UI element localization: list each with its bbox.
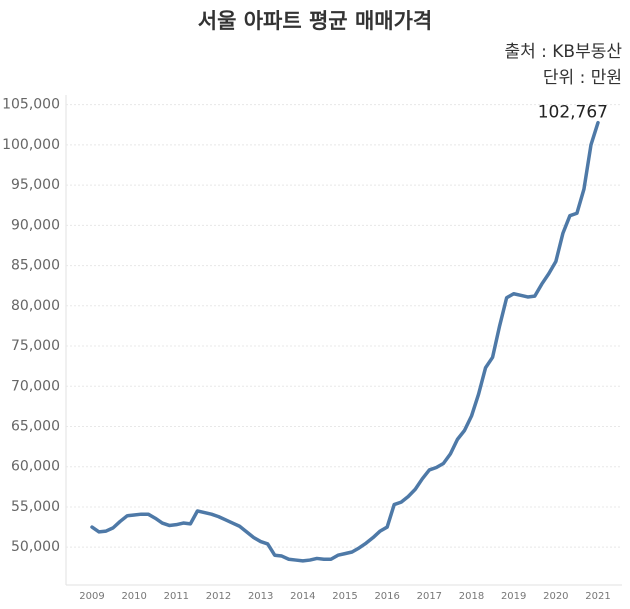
- y-tick-label: 65,000: [11, 418, 60, 434]
- y-tick-label: 105,000: [2, 97, 60, 113]
- x-tick-label: 2016: [374, 591, 399, 602]
- x-tick-label: 2019: [501, 591, 526, 602]
- x-tick-label: 2021: [585, 591, 610, 602]
- y-tick-label: 75,000: [11, 338, 60, 354]
- x-tick-label: 2010: [121, 591, 146, 602]
- x-tick-label: 2018: [459, 591, 484, 602]
- y-tick-label: 95,000: [11, 177, 60, 193]
- y-tick-label: 85,000: [11, 258, 60, 274]
- y-tick-label: 100,000: [2, 137, 60, 153]
- x-tick-label: 2015: [332, 591, 357, 602]
- chart-title: 서울 아파트 평균 매매가격: [198, 9, 432, 33]
- y-tick-label: 60,000: [11, 459, 60, 475]
- data-label: 102,767: [538, 103, 608, 123]
- y-tick-label: 70,000: [11, 378, 60, 394]
- x-tick-label: 2020: [543, 591, 568, 602]
- y-tick-label: 90,000: [11, 217, 60, 233]
- unit-note: 단위 : 만원: [543, 68, 622, 88]
- x-tick-label: 2009: [79, 591, 104, 602]
- y-tick-label: 50,000: [11, 539, 60, 555]
- x-tick-label: 2011: [164, 591, 189, 602]
- line: [90, 120, 600, 563]
- y-tick-label: 55,000: [11, 499, 60, 515]
- x-tick-label: 2012: [206, 591, 231, 602]
- x-tick-label: 2017: [417, 591, 442, 602]
- x-tick-label: 2014: [290, 591, 315, 602]
- source-note: 출처 : KB부동산: [504, 42, 622, 62]
- x-tick-label: 2013: [248, 591, 273, 602]
- y-tick-label: 80,000: [11, 298, 60, 314]
